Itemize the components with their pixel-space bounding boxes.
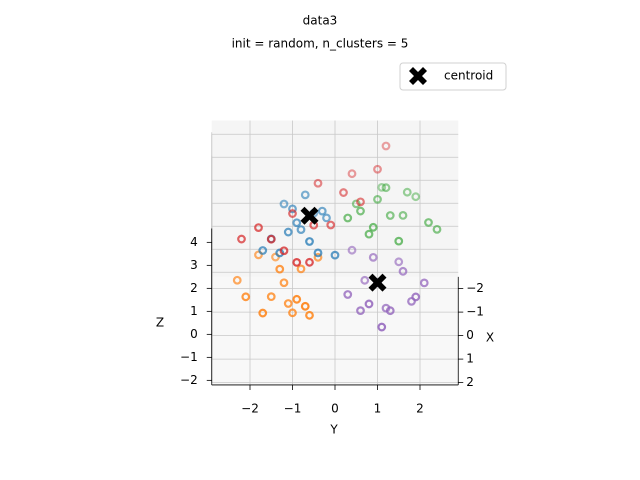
point (419, 278, 429, 288)
z-tick-label: 3 (190, 258, 198, 272)
point (398, 210, 408, 220)
point (347, 245, 357, 255)
point (292, 218, 302, 228)
chart-subtitle: init = random, n_clusters = 5 (232, 37, 409, 51)
point (356, 197, 365, 207)
point (254, 223, 263, 233)
point (258, 308, 268, 318)
point (402, 187, 412, 197)
chart-title: data3 (303, 14, 338, 28)
point (347, 169, 357, 179)
point (317, 206, 327, 216)
point (373, 164, 382, 174)
z-axis-label: Z (156, 316, 164, 330)
legend-marker (409, 67, 427, 85)
point (266, 292, 276, 302)
point (351, 199, 361, 209)
point (373, 194, 382, 204)
point (313, 248, 323, 258)
point (232, 275, 242, 285)
legend: centroid (399, 62, 507, 91)
point (300, 190, 310, 200)
x-tick-label: 2 (466, 375, 474, 389)
z-tick-label: −2 (180, 373, 198, 387)
x-tick-label: 1 (466, 352, 474, 366)
centroid-marker (300, 206, 319, 225)
point (356, 306, 365, 316)
point (283, 227, 293, 237)
point (424, 218, 433, 227)
point (368, 222, 378, 232)
point (237, 234, 246, 244)
point (339, 188, 348, 197)
point (258, 246, 268, 255)
point (266, 234, 276, 244)
point (343, 290, 353, 299)
point (305, 237, 314, 246)
y-tick-label: 2 (416, 401, 424, 415)
centroid-marker (368, 273, 387, 292)
point (305, 257, 314, 267)
y-tick-label: −1 (284, 401, 302, 415)
point (368, 252, 378, 262)
x-tick-label: −1 (466, 305, 484, 319)
y-tick-label: −2 (241, 401, 259, 415)
point (288, 204, 297, 214)
point (300, 301, 310, 311)
point (356, 206, 365, 216)
point (432, 224, 442, 234)
point (279, 199, 289, 209)
point (313, 178, 323, 188)
y-tick-label: 0 (331, 401, 339, 415)
point (288, 308, 297, 318)
z-tick-label: −1 (180, 350, 198, 364)
point (330, 250, 340, 260)
point (305, 310, 314, 320)
point (279, 278, 289, 288)
point (398, 266, 408, 276)
point (343, 213, 353, 223)
point (385, 306, 395, 316)
point (296, 225, 306, 235)
point (360, 275, 370, 285)
x-tick-label: −2 (466, 281, 484, 295)
point (322, 213, 331, 223)
point (381, 141, 391, 151)
point (385, 211, 395, 220)
point (364, 229, 374, 239)
point (283, 299, 293, 308)
x-tick-label: 0 (466, 328, 474, 342)
point (381, 183, 391, 193)
point (313, 252, 323, 262)
legend-label: centroid (444, 69, 493, 83)
point (364, 299, 374, 309)
point (275, 264, 285, 274)
point (411, 192, 421, 202)
point (241, 292, 251, 302)
point (411, 292, 421, 302)
point (394, 257, 404, 267)
point (292, 258, 302, 267)
z-tick-label: 1 (190, 304, 198, 318)
point (377, 322, 387, 332)
point (326, 220, 336, 230)
point (394, 236, 404, 246)
y-axis-label: Y (329, 423, 338, 437)
point (296, 264, 306, 274)
z-tick-label: 0 (190, 327, 198, 341)
point (377, 182, 387, 192)
point (292, 294, 302, 304)
legend-box (399, 62, 507, 91)
z-tick-label: 4 (190, 235, 198, 249)
point (279, 246, 289, 256)
x-axis-label: X (486, 331, 494, 345)
y-tick-label: 1 (374, 401, 382, 415)
point (288, 209, 297, 218)
z-tick-label: 2 (190, 281, 198, 295)
